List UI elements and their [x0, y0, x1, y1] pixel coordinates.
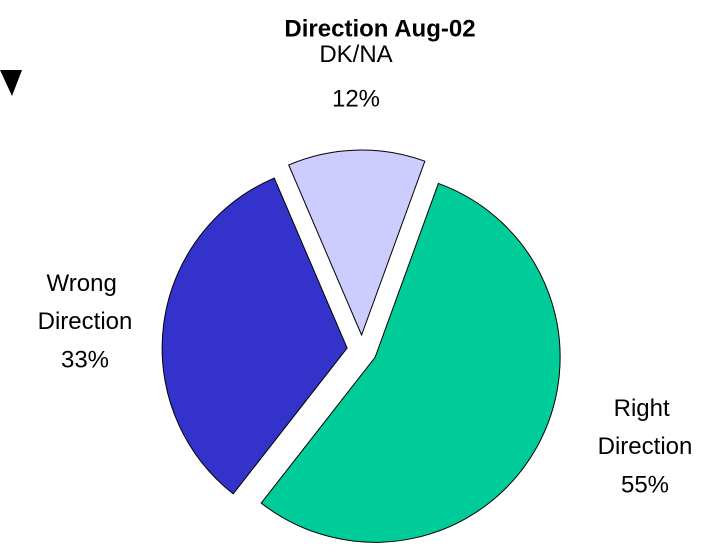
slice-category-label: Right Direction [598, 395, 693, 460]
slice-category-label: Wrong Direction [38, 270, 133, 335]
slice-category-label: DK/NA [319, 41, 392, 68]
corner-mark [0, 70, 22, 96]
slice-value-label: 12% [332, 85, 380, 112]
slice-value-label: 55% [621, 471, 669, 498]
slice-value-label: 33% [61, 346, 109, 373]
pie-slice [161, 177, 348, 495]
pie-slice [260, 182, 561, 543]
pie-slice [288, 149, 426, 337]
chart-title: Direction Aug-02 [284, 15, 475, 42]
